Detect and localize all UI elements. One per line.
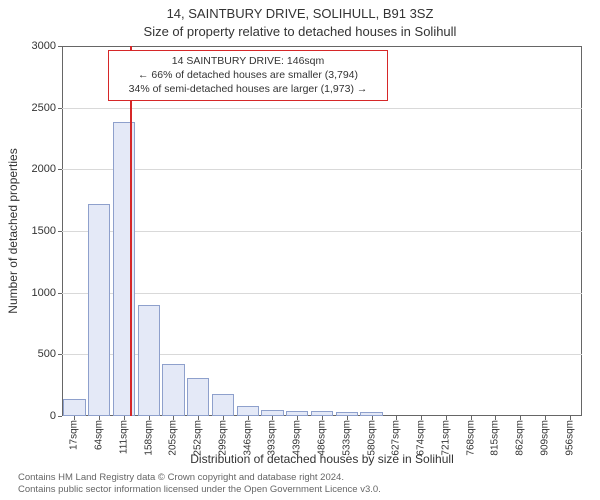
ytick-mark (58, 169, 62, 170)
page-title-line1: 14, SAINTBURY DRIVE, SOLIHULL, B91 3SZ (0, 6, 600, 21)
xtick-label: 956sqm (564, 420, 575, 456)
ytick-label: 2000 (32, 163, 56, 175)
xtick-label: 158sqm (143, 420, 154, 456)
histogram-bar (237, 406, 259, 416)
footer-line1: Contains HM Land Registry data © Crown c… (18, 472, 582, 484)
xtick-label: 862sqm (515, 420, 526, 456)
xtick-label: 580sqm (366, 420, 377, 456)
annotation-line: 34% of semi-detached houses are larger (… (115, 82, 381, 96)
ytick-label: 2500 (32, 102, 56, 114)
xtick-label: 815sqm (490, 420, 501, 456)
ytick-mark (58, 46, 62, 47)
xtick-label: 674sqm (416, 420, 427, 456)
histogram-bar (187, 378, 209, 416)
histogram-bar (63, 399, 85, 416)
annotation-box: 14 SAINTBURY DRIVE: 146sqm← 66% of detac… (108, 50, 388, 101)
y-axis-label: Number of detached properties (6, 46, 22, 416)
histogram-bar (138, 305, 160, 416)
ytick-label: 500 (38, 348, 56, 360)
ytick-label: 0 (50, 410, 56, 422)
xtick-label: 721sqm (440, 420, 451, 456)
ytick-mark (58, 231, 62, 232)
xtick-label: 627sqm (391, 420, 402, 456)
xtick-label: 205sqm (168, 420, 179, 456)
gridline-h (62, 108, 582, 109)
xtick-label: 439sqm (292, 420, 303, 456)
page-title-line2: Size of property relative to detached ho… (0, 24, 600, 39)
xtick-label: 111sqm (118, 420, 129, 454)
xtick-label: 346sqm (242, 420, 253, 456)
ytick-label: 1000 (32, 287, 56, 299)
footer-attribution: Contains HM Land Registry data © Crown c… (18, 472, 582, 496)
ytick-mark (58, 108, 62, 109)
xtick-label: 909sqm (539, 420, 550, 456)
x-axis-label: Distribution of detached houses by size … (62, 452, 582, 466)
annotation-line: 14 SAINTBURY DRIVE: 146sqm (115, 54, 381, 68)
gridline-h (62, 293, 582, 294)
ytick-mark (58, 416, 62, 417)
reference-line (130, 46, 132, 416)
chart-plot-area: 05001000150020002500300017sqm64sqm111sqm… (62, 46, 582, 416)
histogram-bar (88, 204, 110, 416)
annotation-line: ← 66% of detached houses are smaller (3,… (115, 68, 381, 82)
xtick-label: 768sqm (465, 420, 476, 456)
xtick-label: 299sqm (217, 420, 228, 456)
xtick-label: 486sqm (317, 420, 328, 456)
xtick-label: 533sqm (341, 420, 352, 456)
xtick-label: 252sqm (193, 420, 204, 456)
gridline-h (62, 231, 582, 232)
histogram-bar (162, 364, 184, 416)
ytick-mark (58, 354, 62, 355)
xtick-label: 393sqm (267, 420, 278, 456)
xtick-label: 64sqm (94, 420, 105, 450)
gridline-h (62, 169, 582, 170)
xtick-label: 17sqm (69, 420, 80, 450)
histogram-bar (212, 394, 234, 416)
footer-line2: Contains public sector information licen… (18, 484, 582, 496)
ytick-mark (58, 293, 62, 294)
ytick-label: 1500 (32, 225, 56, 237)
ytick-label: 3000 (32, 40, 56, 52)
